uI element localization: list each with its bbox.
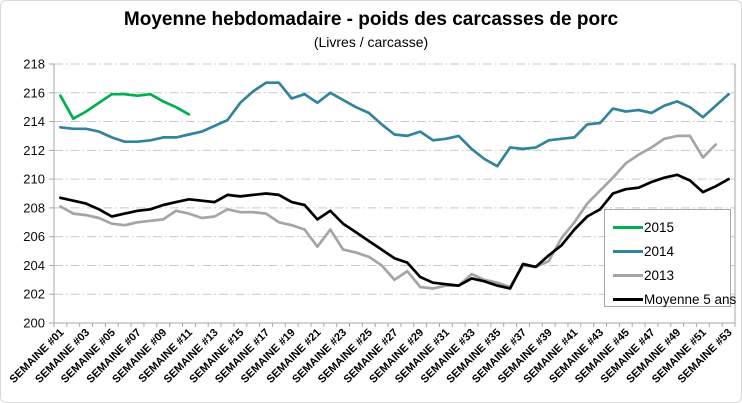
chart-subtitle: (Livres / carcasse) (313, 34, 429, 50)
legend-item-2015: 2015 (613, 215, 730, 239)
legend-label: Moyenne 5 ans (644, 291, 737, 307)
svg-text:206: 206 (23, 229, 45, 244)
legend-item-2014: 2014 (613, 239, 730, 263)
svg-text:200: 200 (23, 316, 45, 331)
svg-text:210: 210 (23, 172, 45, 187)
legend-line-swatch (613, 249, 643, 253)
svg-text:218: 218 (23, 57, 45, 72)
legend-item-2013: 2013 (613, 263, 730, 287)
svg-text:216: 216 (23, 85, 45, 100)
legend-line-swatch (613, 273, 643, 277)
legend-item-moyenne-5-ans: Moyenne 5 ans (613, 287, 736, 311)
svg-text:212: 212 (23, 143, 45, 158)
chart-title: Moyenne hebdomadaire - poids des carcass… (123, 9, 619, 30)
legend-line-swatch (613, 297, 643, 301)
legend-label: 2013 (644, 267, 675, 283)
legend-line-swatch (613, 225, 643, 229)
svg-text:204: 204 (23, 258, 45, 273)
legend-label: 2015 (644, 219, 675, 235)
legend-label: 2014 (644, 243, 675, 259)
legend: 2015 2014 2013 Moyenne 5 ans (604, 209, 736, 307)
svg-text:208: 208 (23, 200, 45, 215)
svg-text:214: 214 (23, 114, 45, 129)
svg-text:202: 202 (23, 287, 45, 302)
